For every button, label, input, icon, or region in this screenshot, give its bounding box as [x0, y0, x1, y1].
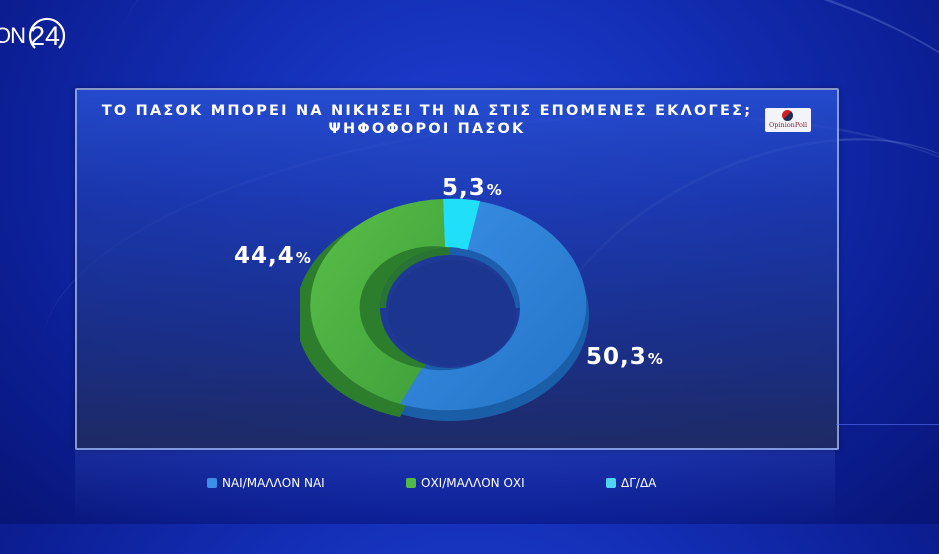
legend-swatch-blue: [207, 478, 217, 488]
logo-ring-icon: [28, 17, 66, 49]
legend-label: ΔΓ/ΔΑ: [621, 476, 657, 490]
slice-nai: [400, 200, 587, 411]
label-oxi-value: 44,4: [234, 243, 295, 269]
channel-logo-text: ON: [0, 23, 26, 48]
slice-oxi: [310, 199, 445, 404]
channel-logo: ON 24: [0, 14, 67, 58]
legend-label: ΟΧΙ/ΜΑΛΛΟΝ ΟΧΙ: [421, 476, 525, 490]
legend-item-dgda: ΔΓ/ΔΑ: [606, 476, 656, 490]
channel-logo-badge: 24: [27, 16, 67, 56]
label-dgda-unit: %: [486, 181, 503, 199]
label-nai-unit: %: [647, 350, 664, 368]
legend-item-nai: ΝΑΙ/ΜΑΛΛΟΝ ΝΑΙ: [207, 476, 325, 490]
opinionpoll-dot-icon: [782, 110, 793, 121]
legend-swatch-cyan: [606, 478, 616, 488]
label-dgda-value: 5,3: [442, 175, 486, 201]
slice-dgda: [443, 198, 480, 252]
floor-line: [836, 424, 939, 425]
label-oxi: 44,4%: [234, 243, 312, 269]
panel-reflection: [75, 448, 835, 524]
label-nai-value: 50,3: [586, 344, 647, 370]
chart-title: ΤΟ ΠΑΣΟΚ ΜΠΟΡΕΙ ΝΑ ΝΙΚΗΣΕΙ ΤΗ ΝΔ ΣΤΙΣ ΕΠ…: [77, 102, 777, 138]
chart-title-line1: ΤΟ ΠΑΣΟΚ ΜΠΟΡΕΙ ΝΑ ΝΙΚΗΣΕΙ ΤΗ ΝΔ ΣΤΙΣ ΕΠ…: [101, 103, 753, 119]
opinionpoll-logo-text: OpinionPoll: [768, 121, 808, 129]
legend-label: ΝΑΙ/ΜΑΛΛΟΝ ΝΑΙ: [222, 476, 325, 490]
label-oxi-unit: %: [295, 249, 312, 267]
chart-legend: ΝΑΙ/ΜΑΛΛΟΝ ΝΑΙ ΟΧΙ/ΜΑΛΛΟΝ ΟΧΙ ΔΓ/ΔΑ: [0, 476, 939, 492]
label-nai: 50,3%: [586, 344, 664, 370]
donut-chart: [300, 198, 589, 421]
label-dgda: 5,3%: [442, 175, 503, 201]
opinionpoll-logo: OpinionPoll: [765, 108, 811, 132]
legend-item-oxi: ΟΧΙ/ΜΑΛΛΟΝ ΟΧΙ: [406, 476, 525, 490]
legend-swatch-green: [406, 478, 416, 488]
channel-logo-number: 24: [30, 21, 61, 51]
chart-subtitle: ΨΗΦΟΦΟΡΟΙ ΠΑΣΟΚ: [328, 121, 526, 137]
